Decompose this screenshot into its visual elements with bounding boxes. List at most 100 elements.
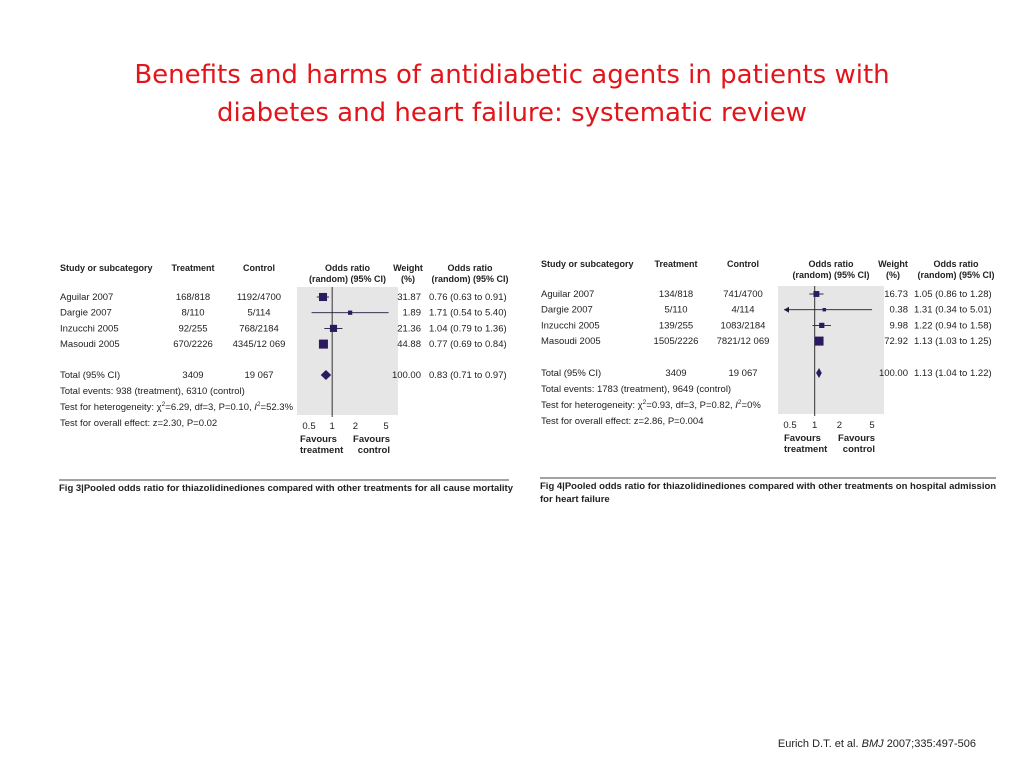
- fig3-total-name: Total (95% CI): [60, 370, 120, 381]
- fig3-study-or-text-2: 1.04 (0.79 to 1.36): [429, 323, 507, 334]
- fig4-tick-label-3: 5: [869, 420, 874, 431]
- fig4-point-3: [814, 336, 824, 346]
- fig3-study-or-text-0: 0.76 (0.63 to 0.91): [429, 292, 507, 303]
- fig4-ci-arrow-left-1: [784, 306, 789, 313]
- fig4-header-or-plot-2: (random) (95% CI): [792, 270, 869, 280]
- slide-title-line-1: Benefits and harms of antidiabetic agent…: [134, 60, 890, 90]
- fig4-total-weight: 100.00: [879, 368, 908, 379]
- slide-title: Benefits and harms of antidiabetic agent…: [62, 56, 962, 132]
- fig4-favours-right-1: Favours: [838, 433, 875, 444]
- fig4-study-treatment-3: 1505/2226: [654, 336, 699, 347]
- fig4-total-treatment: 3409: [665, 368, 686, 379]
- fig4-caption-text: Pooled odds ratio for thiazolidinediones…: [540, 481, 997, 505]
- fig3-study-name-2: Inzucchi 2005: [60, 323, 119, 334]
- fig3-header-or-text-1: Odds ratio: [447, 263, 493, 273]
- fig3-study-weight-1: 1.89: [403, 308, 422, 319]
- fig3-caption-separator: |: [81, 483, 84, 494]
- fig3-heterogeneity-part-1: χ: [157, 402, 162, 413]
- fig4-study-name-3: Masoudi 2005: [541, 336, 601, 347]
- fig3-tick-label-2: 2: [353, 421, 358, 432]
- fig3-study-or-text-3: 0.77 (0.69 to 0.84): [429, 339, 507, 350]
- fig3-header-or-plot-2: (random) (95% CI): [309, 274, 386, 284]
- fig3-point-3: [318, 339, 328, 349]
- fig4-favours-left-1: Favours: [784, 433, 821, 444]
- fig4-point-0: [813, 291, 820, 297]
- fig4-study-name-0: Aguilar 2007: [541, 289, 594, 300]
- fig4-study-treatment-2: 139/255: [659, 320, 693, 331]
- citation: Eurich D.T. et al. BMJ 2007;335:497-506: [778, 738, 976, 750]
- fig4-study-weight-1: 0.38: [890, 305, 909, 316]
- fig3-point-2: [329, 324, 338, 332]
- fig4-point-1: [822, 307, 827, 312]
- fig4-header-weight-2: (%): [886, 270, 900, 280]
- fig4-heterogeneity-part-3: =0.93, df=3, P=0.82,: [646, 400, 735, 411]
- fig4-study-weight-0: 16.73: [884, 289, 908, 300]
- fig4-total-or-text: 1.13 (1.04 to 1.22): [914, 368, 992, 379]
- fig4-total-diamond: [816, 368, 822, 378]
- fig3-point-0: [318, 292, 328, 302]
- fig4-heterogeneity-part-1: χ: [638, 400, 643, 411]
- fig3-heterogeneity: Test for heterogeneity: χ2=6.29, df=3, P…: [60, 401, 294, 413]
- slide-title-line-2: diabetes and heart failure: systematic r…: [217, 98, 807, 128]
- fig3-caption: Fig 3|Pooled odds ratio for thiazolidine…: [59, 482, 519, 495]
- forest-plot-fig4-svg: Study or subcategory Treatment Control Odds…: [540, 259, 996, 479]
- fig4-point-2: [819, 322, 825, 329]
- fig3-study-name-3: Masoudi 2005: [60, 339, 120, 350]
- fig3-study-treatment-2: 92/255: [178, 323, 207, 334]
- fig4-study-control-3: 7821/12 069: [717, 336, 770, 347]
- fig4-caption-number: Fig 4: [540, 481, 563, 492]
- fig4-study-or-text-1: 1.31 (0.34 to 5.01): [914, 305, 992, 316]
- fig4-study-weight-2: 9.98: [890, 320, 909, 331]
- fig3-study-name-0: Aguilar 2007: [60, 292, 113, 303]
- fig3-favours-right-2: control: [358, 445, 390, 456]
- fig3-header-study: Study or subcategory: [60, 263, 153, 273]
- fig3-study-weight-0: 31.87: [397, 292, 421, 303]
- fig3-tick-label-1: 1: [330, 421, 335, 432]
- forest-plot-fig3: Study or subcategory Treatment Control Odds…: [59, 250, 519, 520]
- fig3-caption-text: Pooled odds ratio for thiazolidinediones…: [83, 483, 513, 494]
- fig4-plot-background: [778, 286, 884, 414]
- fig4-header-or-text-2: (random) (95% CI): [917, 270, 994, 280]
- fig3-header-or-text-2: (random) (95% CI): [431, 274, 508, 284]
- fig3-study-treatment-1: 8/110: [181, 308, 204, 319]
- fig4-tick-label-2: 2: [837, 420, 842, 431]
- fig4-study-name-2: Inzucchi 2005: [541, 320, 600, 331]
- fig4-total-control: 19 067: [728, 368, 757, 379]
- fig4-total-events: Total events: 1783 (treatment), 9649 (co…: [541, 384, 731, 395]
- fig4-favours-left-2: treatment: [784, 444, 828, 455]
- citation-journal: BMJ: [861, 738, 884, 750]
- fig3-overall-effect: Test for overall effect: z=2.30, P=0.02: [60, 418, 217, 429]
- fig3-study-treatment-0: 168/818: [176, 292, 210, 303]
- fig3-total-diamond: [320, 370, 332, 380]
- fig3-header-or-plot-1: Odds ratio: [325, 263, 371, 273]
- fig4-heterogeneity-part-2: 2: [643, 399, 647, 406]
- fig3-header-control: Control: [243, 263, 275, 273]
- fig4-overall-effect: Test for overall effect: z=2.86, P=0.004: [541, 416, 703, 427]
- fig4-header-weight-1: Weight: [878, 259, 908, 269]
- fig3-total-events: Total events: 938 (treatment), 6310 (con…: [60, 386, 245, 397]
- fig4-heterogeneity-part-6: =0%: [742, 400, 762, 411]
- fig4-study-weight-3: 72.92: [884, 336, 908, 347]
- fig4-tick-label-1: 1: [812, 420, 817, 431]
- citation-details: 2007;335:497-506: [886, 738, 976, 750]
- fig3-heterogeneity-part-3: =6.29, df=3, P=0.10,: [165, 402, 254, 413]
- fig4-total-name: Total (95% CI): [541, 368, 601, 379]
- fig3-study-weight-3: 44.88: [397, 339, 421, 350]
- forest-plot-fig4: Study or subcategory Treatment Control Odds…: [540, 248, 1000, 518]
- fig3-study-or-text-1: 1.71 (0.54 to 5.40): [429, 308, 507, 319]
- fig3-study-control-0: 1192/4700: [237, 292, 281, 303]
- fig3-study-control-2: 768/2184: [239, 323, 279, 334]
- fig4-heterogeneity-part-4: I: [735, 400, 738, 411]
- fig4-caption-separator: |: [562, 481, 565, 492]
- fig3-total-weight: 100.00: [392, 370, 421, 381]
- fig3-study-control-3: 4345/12 069: [233, 339, 286, 350]
- fig3-total-treatment: 3409: [182, 370, 203, 381]
- fig3-heterogeneity-part-4: I: [254, 402, 257, 413]
- fig3-study-treatment-3: 670/2226: [173, 339, 213, 350]
- fig4-tick-label-0: 0.5: [783, 420, 796, 431]
- fig4-study-treatment-0: 134/818: [659, 289, 693, 300]
- fig3-heterogeneity-part-2: 2: [162, 401, 166, 408]
- fig4-study-or-text-0: 1.05 (0.86 to 1.28): [914, 289, 992, 300]
- fig4-caption: Fig 4|Pooled odds ratio for thiazolidine…: [540, 480, 1000, 506]
- fig3-total-control: 19 067: [244, 370, 273, 381]
